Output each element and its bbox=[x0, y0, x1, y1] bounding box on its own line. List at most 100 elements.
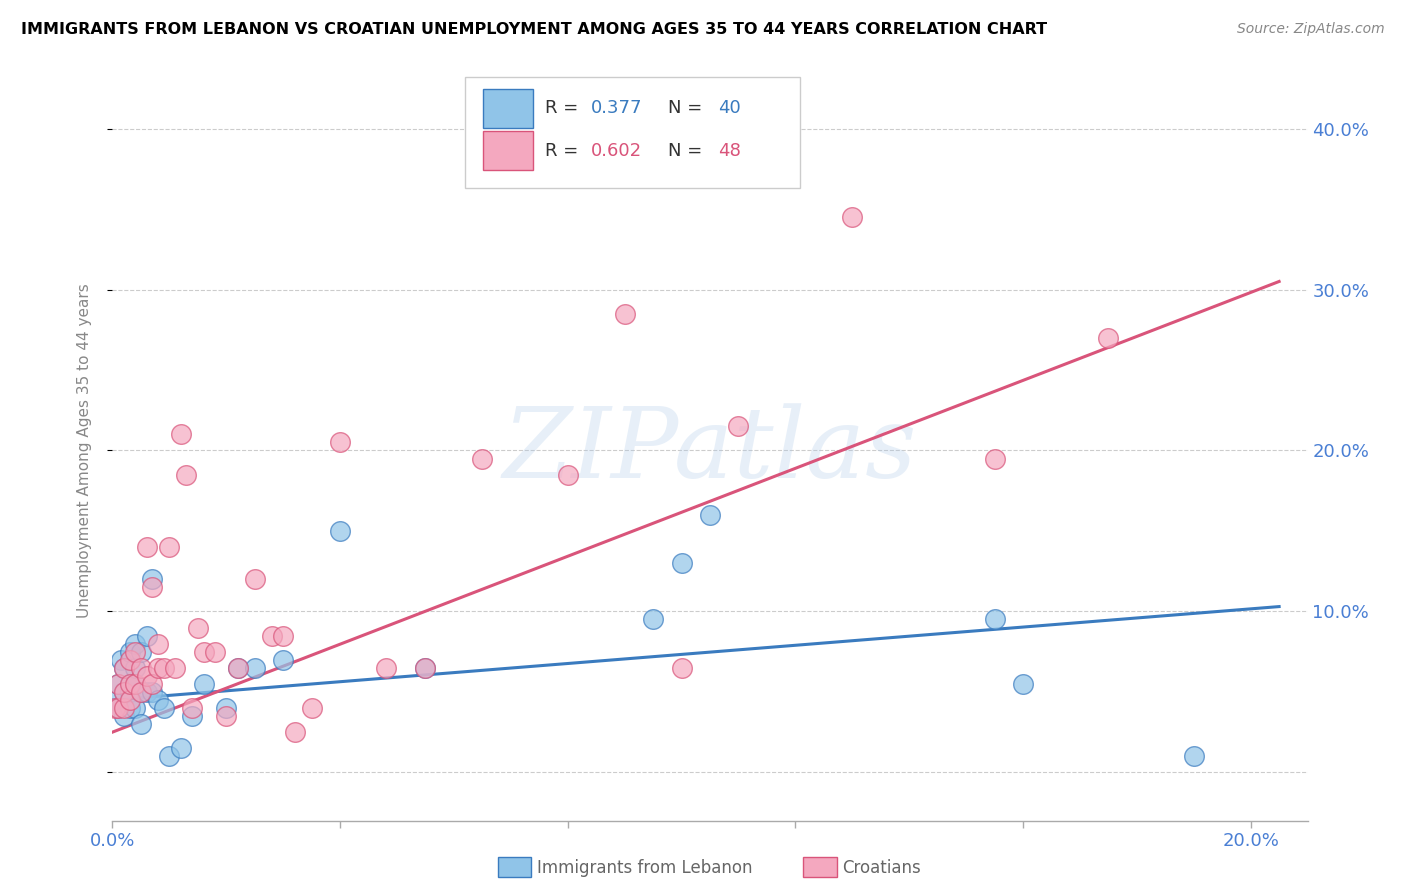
Point bbox=[129, 645, 152, 659]
Point bbox=[271, 653, 294, 667]
Point bbox=[104, 701, 127, 715]
Point bbox=[118, 685, 141, 699]
Point bbox=[129, 685, 152, 699]
Point bbox=[118, 645, 141, 659]
Text: 48: 48 bbox=[718, 142, 741, 160]
Point bbox=[557, 467, 579, 482]
Point bbox=[157, 540, 180, 554]
Point bbox=[193, 645, 215, 659]
Point bbox=[841, 210, 863, 224]
Point bbox=[141, 580, 163, 594]
Point bbox=[118, 701, 141, 715]
Point bbox=[170, 741, 193, 756]
Text: R =: R = bbox=[546, 142, 583, 160]
Point bbox=[176, 467, 198, 482]
Point bbox=[118, 653, 141, 667]
Point bbox=[415, 661, 437, 675]
Point bbox=[104, 693, 127, 707]
Point bbox=[146, 693, 169, 707]
Point bbox=[112, 685, 135, 699]
Point bbox=[135, 685, 157, 699]
Point bbox=[1097, 331, 1119, 345]
Point bbox=[215, 701, 238, 715]
Point bbox=[129, 717, 152, 731]
Point bbox=[135, 628, 157, 642]
Text: R =: R = bbox=[546, 99, 583, 118]
Point bbox=[983, 612, 1005, 626]
Point bbox=[141, 572, 163, 586]
Point bbox=[215, 709, 238, 723]
Point bbox=[243, 572, 266, 586]
Point bbox=[243, 661, 266, 675]
Text: 40: 40 bbox=[718, 99, 741, 118]
Point bbox=[187, 620, 209, 634]
FancyBboxPatch shape bbox=[484, 89, 533, 128]
Point bbox=[671, 661, 693, 675]
Point bbox=[157, 749, 180, 764]
Point bbox=[112, 709, 135, 723]
Point bbox=[226, 661, 249, 675]
Point bbox=[1012, 677, 1035, 691]
Point bbox=[118, 677, 141, 691]
Point bbox=[112, 661, 135, 675]
Point bbox=[135, 540, 157, 554]
Text: Croatians: Croatians bbox=[842, 859, 921, 877]
Point bbox=[374, 661, 396, 675]
Point bbox=[983, 451, 1005, 466]
Point bbox=[124, 661, 146, 675]
Point bbox=[146, 637, 169, 651]
Point bbox=[129, 661, 152, 675]
Point bbox=[135, 669, 157, 683]
Point bbox=[118, 693, 141, 707]
Text: IMMIGRANTS FROM LEBANON VS CROATIAN UNEMPLOYMENT AMONG AGES 35 TO 44 YEARS CORRE: IMMIGRANTS FROM LEBANON VS CROATIAN UNEM… bbox=[21, 22, 1047, 37]
Point bbox=[181, 701, 204, 715]
Point bbox=[170, 427, 193, 442]
Y-axis label: Unemployment Among Ages 35 to 44 years: Unemployment Among Ages 35 to 44 years bbox=[77, 283, 91, 618]
Point bbox=[671, 556, 693, 570]
Point bbox=[141, 677, 163, 691]
Point bbox=[284, 725, 307, 739]
Point bbox=[112, 701, 135, 715]
Point bbox=[260, 628, 283, 642]
Point bbox=[471, 451, 494, 466]
Point bbox=[181, 709, 204, 723]
Point bbox=[107, 677, 129, 691]
Text: N =: N = bbox=[668, 142, 709, 160]
Point bbox=[118, 677, 141, 691]
FancyBboxPatch shape bbox=[465, 77, 800, 187]
Point bbox=[141, 685, 163, 699]
Point bbox=[415, 661, 437, 675]
Point bbox=[152, 661, 174, 675]
Text: Source: ZipAtlas.com: Source: ZipAtlas.com bbox=[1237, 22, 1385, 37]
Point bbox=[204, 645, 226, 659]
Point bbox=[146, 661, 169, 675]
Point bbox=[643, 612, 665, 626]
Text: 0.602: 0.602 bbox=[591, 142, 641, 160]
Point bbox=[129, 685, 152, 699]
Point bbox=[699, 508, 721, 522]
Point bbox=[124, 701, 146, 715]
Point bbox=[329, 435, 352, 450]
Point bbox=[124, 645, 146, 659]
Point bbox=[124, 637, 146, 651]
Point bbox=[329, 524, 352, 538]
Point bbox=[226, 661, 249, 675]
Point bbox=[301, 701, 323, 715]
Text: Immigrants from Lebanon: Immigrants from Lebanon bbox=[537, 859, 752, 877]
Text: N =: N = bbox=[668, 99, 709, 118]
Point bbox=[165, 661, 187, 675]
Point bbox=[193, 677, 215, 691]
Point bbox=[112, 685, 135, 699]
Point bbox=[152, 701, 174, 715]
Text: 0.377: 0.377 bbox=[591, 99, 643, 118]
Point bbox=[727, 419, 749, 434]
Point bbox=[124, 677, 146, 691]
Point bbox=[1182, 749, 1205, 764]
Point bbox=[110, 653, 132, 667]
Point bbox=[613, 307, 636, 321]
Point bbox=[107, 677, 129, 691]
Point bbox=[107, 701, 129, 715]
Point bbox=[271, 628, 294, 642]
FancyBboxPatch shape bbox=[484, 131, 533, 169]
Point bbox=[112, 661, 135, 675]
